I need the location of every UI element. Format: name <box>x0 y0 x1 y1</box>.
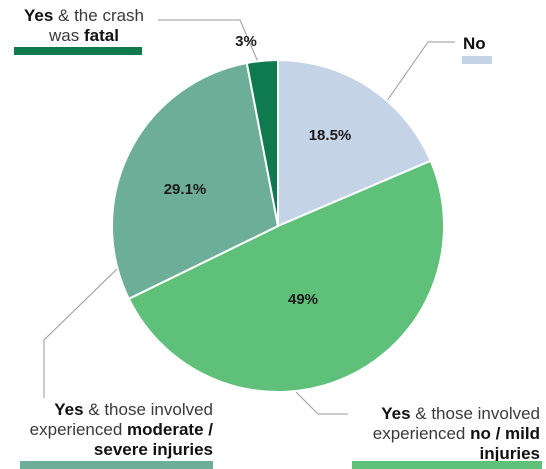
leader-line-severe <box>43 267 119 398</box>
pie-slice-severe <box>111 61 280 301</box>
slice-value-label-no: 18.5% <box>309 127 352 144</box>
leader-line-fatal <box>158 19 259 63</box>
legend-label-fatal: Yes & the crash was fatal <box>23 6 145 45</box>
legend-swatch-no <box>462 56 492 64</box>
pie-slice-mild <box>127 159 445 393</box>
legend-swatch-severe <box>20 461 213 469</box>
pie-slice-no <box>277 58 432 228</box>
legend-label-mild: Yes & those involved experienced no / mi… <box>372 404 540 463</box>
leader-line-no <box>381 41 455 109</box>
slice-value-label-fatal: 3% <box>235 33 257 50</box>
pie-slice-fatal <box>245 58 279 227</box>
pie-slices <box>111 58 445 393</box>
legend-swatch-fatal <box>14 47 142 55</box>
leader-lines <box>43 19 455 415</box>
leader-line-mild <box>295 391 348 415</box>
slice-value-label-severe: 29.1% <box>164 181 207 198</box>
legend-label-no: No <box>463 34 486 53</box>
legend-label-severe: Yes & those involved experienced moderat… <box>29 400 213 459</box>
legend-swatch-mild <box>352 461 542 469</box>
slice-labels: 18.5% 49% 29.1% 3% <box>164 33 352 308</box>
slice-value-label-mild: 49% <box>288 291 318 308</box>
